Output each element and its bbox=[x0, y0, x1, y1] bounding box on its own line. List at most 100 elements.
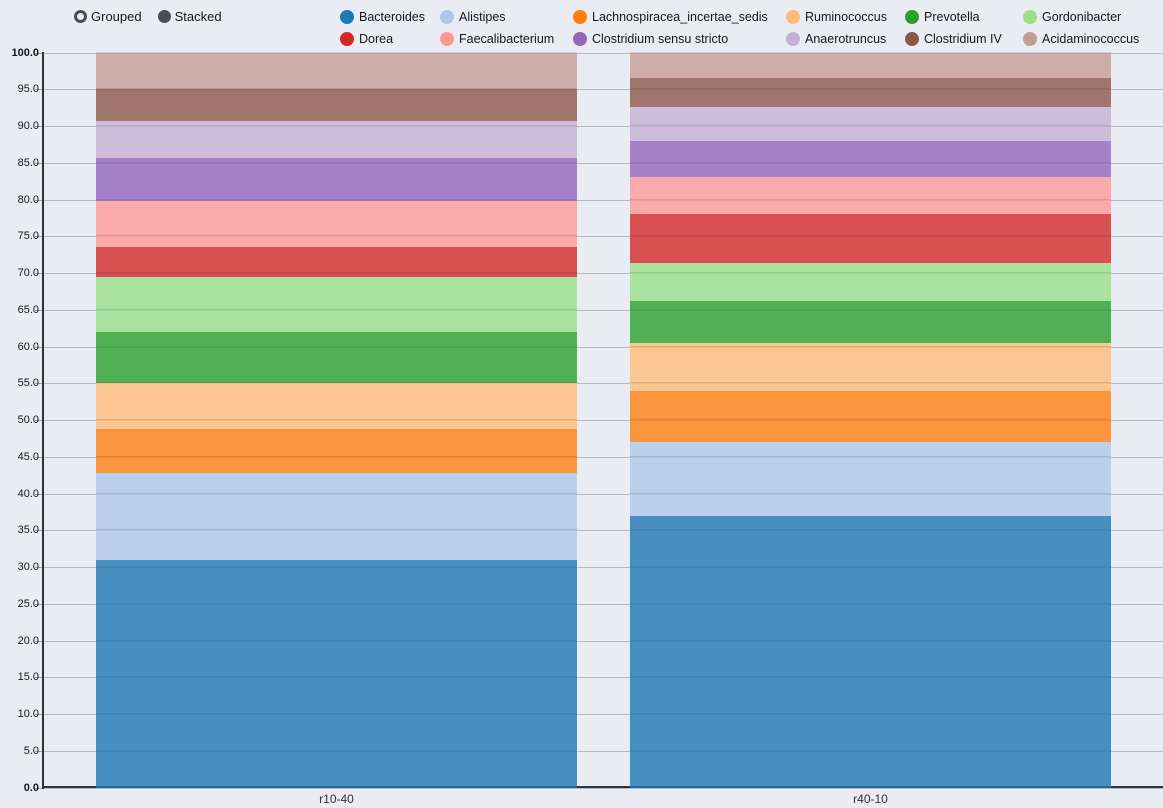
gridline-overlay bbox=[630, 639, 1111, 641]
gridline-y-0.0 bbox=[44, 787, 1163, 789]
y-tick-label: 55.0 bbox=[17, 377, 39, 390]
legend-label: Prevotella bbox=[924, 10, 980, 24]
legend-item-Faecalibacterium[interactable]: Faecalibacterium bbox=[440, 32, 573, 46]
gridline-overlay bbox=[630, 88, 1111, 90]
y-tickmark bbox=[35, 603, 42, 605]
bar-segment-r10-40-Faecalibacterium[interactable] bbox=[96, 201, 577, 247]
legend-swatch-icon bbox=[573, 32, 587, 46]
y-tick-label: 25.0 bbox=[17, 597, 39, 610]
legend-item-Lachnospiracea_incertae_sedis[interactable]: Lachnospiracea_incertae_sedis bbox=[573, 10, 786, 24]
legend-item-Acidaminococcus[interactable]: Acidaminococcus bbox=[1023, 32, 1153, 46]
gridline-y-55.0 bbox=[44, 383, 1163, 385]
legend-item-Prevotella[interactable]: Prevotella bbox=[905, 10, 1023, 24]
legend-swatch-icon bbox=[340, 32, 354, 46]
y-tickmark bbox=[35, 199, 42, 201]
bar-segment-r10-40-Dorea[interactable] bbox=[96, 246, 577, 278]
gridline-y-15.0 bbox=[44, 677, 1163, 679]
legend-item-Anaerotruncus[interactable]: Anaerotruncus bbox=[786, 32, 905, 46]
gridline-overlay bbox=[630, 345, 1111, 347]
y-tick-label: 90.0 bbox=[17, 120, 39, 132]
gridline-overlay bbox=[96, 419, 577, 420]
gridline-y-35.0 bbox=[44, 530, 1163, 532]
y-tick-label: 100.0 bbox=[11, 46, 39, 59]
y-tickmark bbox=[35, 420, 42, 421]
legend-item-Alistipes[interactable]: Alistipes bbox=[440, 10, 573, 24]
radio-grouped[interactable]: Grouped bbox=[74, 9, 142, 24]
bar-segment-r40-10-Faecalibacterium[interactable] bbox=[630, 176, 1111, 214]
gridline-overlay bbox=[96, 88, 577, 90]
y-tickmark bbox=[35, 640, 42, 642]
legend-item-Clostridium sensu stricto[interactable]: Clostridium sensu stricto bbox=[573, 32, 786, 46]
bar-segment-r40-10-Prevotella[interactable] bbox=[630, 300, 1111, 343]
legend-item-Ruminococcus[interactable]: Ruminococcus bbox=[786, 10, 905, 24]
bar-segment-r40-10-Clostridium IV[interactable] bbox=[630, 78, 1111, 107]
y-tick-label: 40.0 bbox=[17, 487, 39, 500]
legend-item-Clostridium IV[interactable]: Clostridium IV bbox=[905, 32, 1023, 46]
legend-item-Dorea[interactable]: Dorea bbox=[340, 32, 440, 46]
x-axis-line bbox=[42, 786, 1163, 788]
bar-segment-r10-40-Prevotella[interactable] bbox=[96, 331, 577, 383]
legend-item-Gordonibacter[interactable]: Gordonibacter bbox=[1023, 10, 1153, 24]
legend-swatch-icon bbox=[440, 10, 454, 24]
y-tick-label: 85.0 bbox=[17, 156, 39, 169]
y-tick-label: 95.0 bbox=[17, 83, 39, 96]
y-tickmark bbox=[35, 714, 42, 715]
y-tickmark bbox=[35, 89, 42, 91]
bar-segment-r10-40-Clostridium IV[interactable] bbox=[96, 88, 577, 121]
y-tick-label: 15.0 bbox=[17, 671, 39, 684]
gridline-overlay bbox=[96, 125, 577, 126]
gridline-y-10.0 bbox=[44, 714, 1163, 715]
radio-grouped-label: Grouped bbox=[91, 8, 142, 24]
gridline-y-80.0 bbox=[44, 199, 1163, 201]
gridline-overlay bbox=[96, 308, 577, 310]
bar-segment-r10-40-Lachnospiracea_incertae_sedis[interactable] bbox=[96, 428, 577, 473]
legend-swatch-icon bbox=[905, 10, 919, 24]
legend-label: Alistipes bbox=[459, 10, 506, 24]
legend-swatch-icon bbox=[573, 10, 587, 24]
bar-segment-r10-40-Bacteroides[interactable] bbox=[96, 559, 577, 788]
gridline-overlay bbox=[630, 676, 1111, 678]
legend-label: Dorea bbox=[359, 32, 394, 46]
gridline-overlay bbox=[96, 198, 577, 200]
bar-segment-r40-10-Alistipes[interactable] bbox=[630, 442, 1111, 516]
legend-swatch-icon bbox=[340, 10, 354, 24]
x-tick-label-r40-10: r40-10 bbox=[853, 792, 888, 806]
y-tick-label: 35.0 bbox=[17, 524, 39, 537]
y-tickmark bbox=[35, 750, 42, 752]
legend-label: Faecalibacterium bbox=[459, 32, 555, 46]
bar-segment-r10-40-Ruminococcus[interactable] bbox=[96, 382, 577, 429]
bar-segment-r10-40-Clostridium sensu stricto[interactable] bbox=[96, 157, 577, 202]
gridline-y-65.0 bbox=[44, 309, 1163, 311]
bar-segment-r40-10-Acidaminococcus[interactable] bbox=[630, 52, 1111, 79]
bar-segment-r10-40-Gordonibacter[interactable] bbox=[96, 277, 577, 332]
y-tickmark bbox=[35, 273, 42, 274]
radio-stacked[interactable]: Stacked bbox=[157, 9, 222, 24]
y-tick-label: 70.0 bbox=[17, 267, 39, 279]
y-tick-label: 60.0 bbox=[17, 340, 39, 353]
bar-segment-r40-10-Anaerotruncus[interactable] bbox=[630, 106, 1111, 141]
legend-item-Bacteroides[interactable]: Bacteroides bbox=[340, 10, 440, 24]
legend-swatch-icon bbox=[440, 32, 454, 46]
gridline-overlay bbox=[96, 161, 577, 163]
bar-segment-r40-10-Lachnospiracea_incertae_sedis[interactable] bbox=[630, 390, 1111, 443]
gridline-y-75.0 bbox=[44, 236, 1163, 238]
y-tickmark bbox=[35, 236, 42, 238]
bar-segment-r40-10-Ruminococcus[interactable] bbox=[630, 342, 1111, 391]
bar-segment-r40-10-Dorea[interactable] bbox=[630, 213, 1111, 263]
legend-label: Gordonibacter bbox=[1042, 10, 1122, 24]
y-tick-label: 50.0 bbox=[17, 414, 39, 426]
bar-segment-r40-10-Gordonibacter[interactable] bbox=[630, 262, 1111, 301]
bar-segment-r10-40-Acidaminococcus[interactable] bbox=[96, 52, 577, 89]
bar-segment-r40-10-Clostridium sensu stricto[interactable] bbox=[630, 140, 1111, 177]
legend-swatch-icon bbox=[1023, 32, 1037, 46]
gridline-y-5.0 bbox=[44, 750, 1163, 752]
legend-label: Bacteroides bbox=[359, 10, 426, 24]
y-tickmark bbox=[35, 383, 42, 385]
bar-segment-r40-10-Bacteroides[interactable] bbox=[630, 515, 1111, 788]
gridline-y-40.0 bbox=[44, 493, 1163, 495]
gridline-overlay bbox=[630, 161, 1111, 163]
gridline-overlay bbox=[96, 492, 577, 494]
bar-segment-r10-40-Anaerotruncus[interactable] bbox=[96, 120, 577, 158]
bar-segment-r10-40-Alistipes[interactable] bbox=[96, 472, 577, 560]
